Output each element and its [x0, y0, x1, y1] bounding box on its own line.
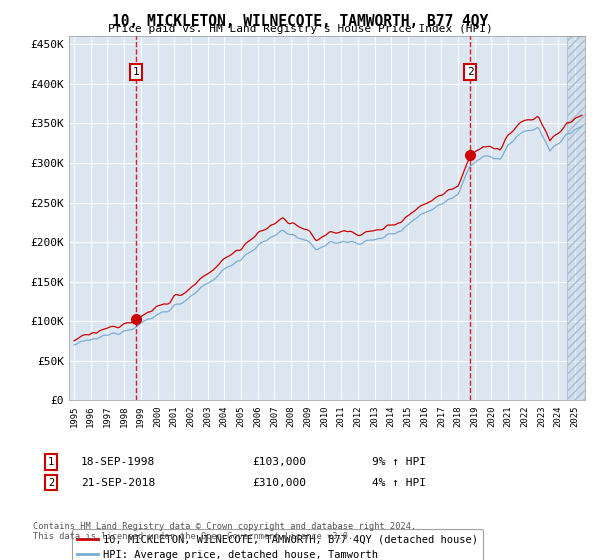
Legend: 10, MICKLETON, WILNECOTE, TAMWORTH, B77 4QY (detached house), HPI: Average price: 10, MICKLETON, WILNECOTE, TAMWORTH, B77 … — [71, 529, 483, 560]
Text: 2: 2 — [467, 67, 473, 77]
Text: Contains HM Land Registry data © Crown copyright and database right 2024.
This d: Contains HM Land Registry data © Crown c… — [33, 522, 416, 542]
Text: 18-SEP-1998: 18-SEP-1998 — [81, 457, 155, 467]
Text: 9% ↑ HPI: 9% ↑ HPI — [372, 457, 426, 467]
Text: 1: 1 — [133, 67, 140, 77]
Text: £103,000: £103,000 — [252, 457, 306, 467]
Bar — [566, 36, 585, 400]
Text: 10, MICKLETON, WILNECOTE, TAMWORTH, B77 4QY: 10, MICKLETON, WILNECOTE, TAMWORTH, B77 … — [112, 14, 488, 29]
Text: 4% ↑ HPI: 4% ↑ HPI — [372, 478, 426, 488]
Text: 1: 1 — [48, 457, 54, 467]
Text: Price paid vs. HM Land Registry's House Price Index (HPI): Price paid vs. HM Land Registry's House … — [107, 24, 493, 34]
Text: £310,000: £310,000 — [252, 478, 306, 488]
Text: 2: 2 — [48, 478, 54, 488]
Text: 21-SEP-2018: 21-SEP-2018 — [81, 478, 155, 488]
Bar — [566, 36, 585, 400]
